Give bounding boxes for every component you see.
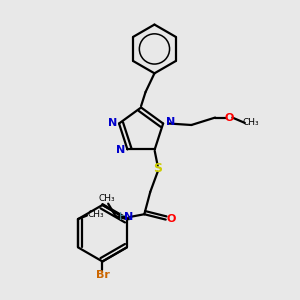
- Text: CH₃: CH₃: [242, 118, 259, 127]
- Text: N: N: [166, 117, 176, 127]
- Text: CH₃: CH₃: [87, 210, 104, 219]
- Text: Br: Br: [95, 270, 110, 280]
- Text: N: N: [108, 118, 117, 128]
- Text: CH₃: CH₃: [98, 194, 115, 203]
- Text: S: S: [153, 162, 162, 175]
- Text: O: O: [167, 214, 176, 224]
- Text: N: N: [116, 145, 125, 155]
- Text: O: O: [225, 112, 234, 123]
- Text: H: H: [119, 212, 128, 222]
- Text: N: N: [124, 212, 134, 222]
